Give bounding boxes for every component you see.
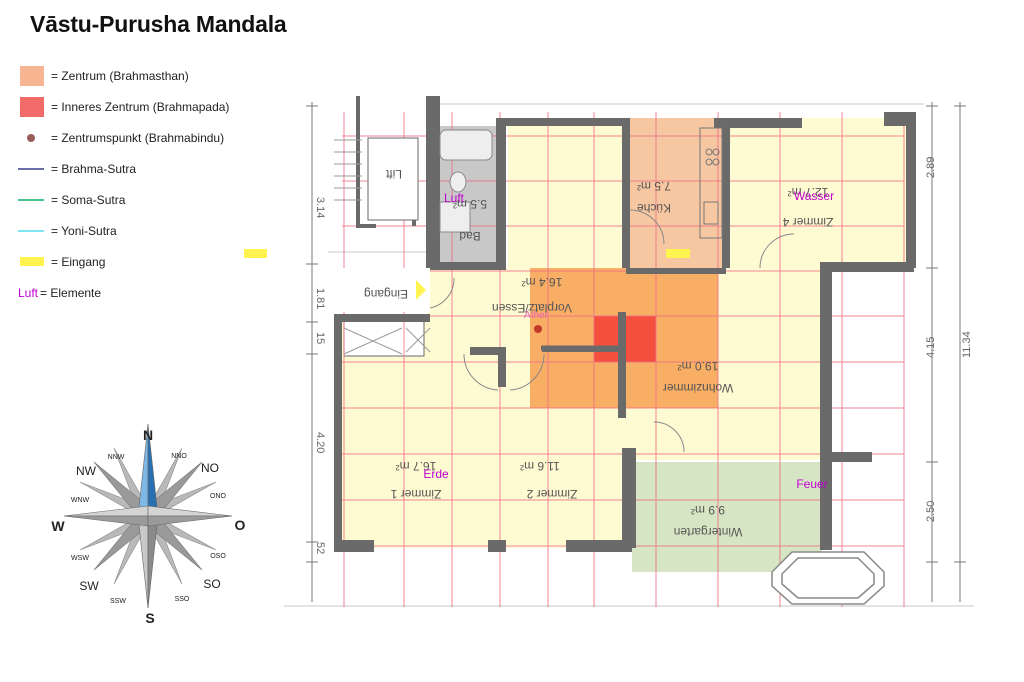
room-hall-north xyxy=(508,118,626,268)
legend-dot-icon xyxy=(27,134,35,142)
legend-item-soma-sutra: = Soma-Sutra xyxy=(18,189,125,211)
entrance-arrow-icon xyxy=(416,280,426,300)
room-bad-name: Bad xyxy=(459,229,480,243)
element-aether: Äther xyxy=(524,309,549,321)
compass-s: S xyxy=(145,610,154,626)
walls xyxy=(334,96,916,552)
room-wohnzimmer-area-label: 19.0 m² xyxy=(678,359,719,373)
legend-swatch-inner-center xyxy=(20,97,44,117)
bay-window xyxy=(771,551,885,605)
room-zimmer1-area xyxy=(348,350,498,548)
legend-swatch-eingang xyxy=(20,257,44,266)
room-wintergarten-name: Wintergarten xyxy=(674,525,743,539)
room-vorplatz-area-label: 16.4 m² xyxy=(522,275,563,289)
room-kueche-area-label: 7.5 m² xyxy=(637,179,671,193)
legend-label: = Inneres Zentrum (Brahmapada) xyxy=(51,100,230,114)
dim-left-3: 15 xyxy=(314,332,326,344)
legend-item-center-point: = Zentrumspunkt (Brahmabindu) xyxy=(18,127,224,149)
legend-line-soma xyxy=(18,199,44,201)
compass-rose: N S W O NW NO SW SO NNW NNO WNW ONO WSW … xyxy=(51,423,246,626)
floor-plan: 3.14 1.81 15 4.20 52 2.89 4.15 2.50 11.3… xyxy=(284,96,974,607)
dim-total: 11.34 xyxy=(961,331,973,358)
mandala-grid xyxy=(342,112,905,607)
bath-fixtures xyxy=(439,129,493,233)
compass-ono: ONO xyxy=(210,493,227,500)
door-arcs xyxy=(429,209,795,453)
dim-right-2: 4.15 xyxy=(925,337,937,358)
entrance-marker xyxy=(244,249,267,258)
stair-lines xyxy=(334,139,431,355)
legend-label: = Elemente xyxy=(40,286,102,300)
legend-label: = Soma-Sutra xyxy=(51,193,126,207)
lift-shaft xyxy=(367,137,419,221)
dim-left-2: 1.81 xyxy=(314,288,326,309)
room-kueche-name: Küche xyxy=(637,201,671,215)
compass-sw: SW xyxy=(79,579,99,593)
legend-label: = Brahma-Sutra xyxy=(51,162,137,176)
legend-item-inner-center: = Inneres Zentrum (Brahmapada) xyxy=(18,96,229,118)
legend-item-elemente: Luft = Elemente xyxy=(18,282,101,304)
kitchen-fixtures xyxy=(699,127,723,239)
room-wintergarten-area-label: 9.9 m² xyxy=(691,503,725,517)
compass-wnw: WNW xyxy=(71,497,90,504)
legend-swatch-zentrum xyxy=(20,66,44,86)
dim-left-1: 3.14 xyxy=(314,197,326,218)
room-zimmer4-name: Zimmer 4 xyxy=(782,215,833,229)
compass-w: W xyxy=(51,518,65,534)
compass-wsw: WSW xyxy=(71,555,89,562)
compass-no: NO xyxy=(201,461,219,475)
room-zimmer4-area xyxy=(730,118,906,268)
legend-line-brahma xyxy=(18,168,44,170)
legend-item-brahma-sutra: = Brahma-Sutra xyxy=(18,158,136,180)
room-zimmer1-area-label: 16.7 m² xyxy=(396,459,437,473)
compass-oso: OSO xyxy=(210,553,226,560)
room-wohnzimmer-name: Wohnzimmer xyxy=(663,381,733,395)
compass-n: N xyxy=(143,427,153,443)
compass-ssw: SSW xyxy=(110,598,126,605)
compass-nw: NW xyxy=(76,464,97,478)
compass-cardinal-points xyxy=(63,423,233,609)
compass-diagonal-points xyxy=(93,461,203,571)
page-title: Vāstu-Purusha Mandala xyxy=(30,11,287,37)
dim-left-4: 4.20 xyxy=(314,432,326,453)
legend-label: = Zentrum (Brahmasthan) xyxy=(51,69,189,83)
brahma-sutra xyxy=(541,314,625,412)
compass-so: SO xyxy=(203,577,220,591)
compass-nnw: NNW xyxy=(108,454,125,461)
room-kueche-area xyxy=(626,118,730,268)
element-feuer: Feuer xyxy=(796,477,827,491)
legend-item-zentrum: = Zentrum (Brahmasthan) xyxy=(18,65,189,87)
room-vorplatz-name: Vorplatz/Essen xyxy=(492,301,572,315)
compass-sso: SSO xyxy=(175,596,190,603)
room-eingang-name: Eingang xyxy=(364,287,408,301)
room-bad-area-label: 5.5 m² xyxy=(453,197,487,211)
legend-item-yoni-sutra: = Yoni-Sutra xyxy=(18,220,117,242)
dim-right-1: 2.89 xyxy=(925,157,937,178)
eingang-area xyxy=(342,268,430,312)
legend-element-sample: Luft xyxy=(18,286,39,300)
legend-label: = Zentrumspunkt (Brahmabindu) xyxy=(51,131,225,145)
compass-nno: NNO xyxy=(171,453,187,460)
dim-right-3: 2.50 xyxy=(925,501,937,522)
room-lift-name: Lift xyxy=(385,167,402,181)
legend-line-yoni xyxy=(18,230,44,232)
outer-context-lines xyxy=(284,103,974,607)
element-wasser: Wasser xyxy=(794,189,834,203)
element-luft: Luft xyxy=(444,191,465,205)
center-point-brahmabindu xyxy=(534,325,542,333)
legend-label: = Yoni-Sutra xyxy=(51,224,117,238)
room-zimmer2-area-label: 11.6 m² xyxy=(520,459,560,473)
compass-o: O xyxy=(235,517,246,533)
entrance-marker-kitchen xyxy=(666,249,690,258)
room-zimmer4-area-label: 12.7 m² xyxy=(788,185,829,199)
dimension-lines xyxy=(306,102,966,602)
dim-left-5: 52 xyxy=(314,542,326,554)
legend-label: = Eingang xyxy=(51,255,106,269)
element-erde: Erde xyxy=(423,467,449,481)
room-zimmer1-name: Zimmer 1 xyxy=(390,487,441,501)
legend-item-eingang: = Eingang xyxy=(18,251,105,273)
room-zimmer2-name: Zimmer 2 xyxy=(526,487,577,501)
